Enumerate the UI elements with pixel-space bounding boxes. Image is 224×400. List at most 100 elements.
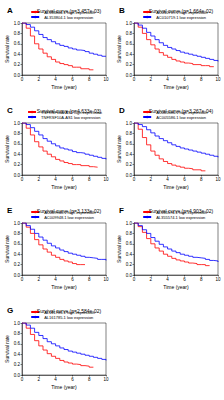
svg-text:Survival curve (p=3.267e-04): Survival curve (p=3.267e-04): [149, 108, 214, 114]
svg-text:6: 6: [71, 377, 74, 382]
svg-text:0.0: 0.0: [126, 73, 133, 78]
svg-text:0.4: 0.4: [14, 152, 21, 157]
svg-text:0.0: 0.0: [14, 273, 21, 278]
svg-text:AL161785.1 low expression: AL161785.1 low expression: [44, 315, 93, 320]
svg-text:0.4: 0.4: [126, 152, 133, 157]
svg-text:Survival rate: Survival rate: [4, 35, 10, 63]
svg-text:10: 10: [103, 377, 109, 382]
svg-text:8: 8: [88, 177, 91, 182]
svg-text:0.6: 0.6: [14, 241, 21, 246]
svg-text:Survival rate: Survival rate: [116, 135, 122, 163]
svg-text:A: A: [7, 6, 13, 15]
svg-text:8: 8: [88, 377, 91, 382]
svg-text:6: 6: [183, 177, 186, 182]
svg-text:8: 8: [200, 277, 203, 282]
svg-text:0.6: 0.6: [126, 141, 133, 146]
svg-text:0.4: 0.4: [126, 252, 133, 257]
svg-text:0.8: 0.8: [14, 231, 21, 236]
svg-text:AL353804.1 low expression: AL353804.1 low expression: [44, 15, 93, 20]
svg-text:Time (year): Time (year): [163, 84, 189, 90]
svg-text:1.0: 1.0: [14, 221, 21, 226]
svg-text:0.4: 0.4: [14, 352, 21, 357]
svg-text:10: 10: [103, 177, 109, 182]
svg-text:TNFRSF10A-AS1 low expression: TNFRSF10A-AS1 low expression: [41, 115, 100, 120]
svg-text:Survival rate: Survival rate: [116, 235, 122, 263]
svg-text:0.8: 0.8: [126, 131, 133, 136]
svg-text:Survival rate: Survival rate: [116, 35, 122, 63]
svg-text:Time (year): Time (year): [51, 184, 77, 190]
svg-text:D: D: [119, 106, 125, 115]
svg-text:1.0: 1.0: [126, 121, 133, 126]
svg-text:0.6: 0.6: [14, 41, 21, 46]
svg-text:AC010719.1 low expression: AC010719.1 low expression: [156, 15, 206, 20]
svg-text:AC009948.1 low expression: AC009948.1 low expression: [44, 215, 94, 220]
svg-text:0.8: 0.8: [14, 331, 21, 336]
svg-text:10: 10: [103, 77, 109, 82]
svg-text:G: G: [7, 306, 13, 315]
svg-text:2: 2: [38, 77, 41, 82]
svg-text:6: 6: [71, 177, 74, 182]
svg-text:1.0: 1.0: [14, 321, 21, 326]
svg-text:Survival rate: Survival rate: [4, 335, 10, 363]
svg-text:0: 0: [21, 77, 24, 82]
svg-text:C: C: [7, 106, 13, 115]
svg-text:6: 6: [183, 277, 186, 282]
svg-text:0.0: 0.0: [126, 273, 133, 278]
svg-text:6: 6: [183, 77, 186, 82]
svg-text:0: 0: [133, 77, 136, 82]
svg-text:4: 4: [166, 277, 169, 282]
svg-text:0.6: 0.6: [14, 341, 21, 346]
svg-text:0.8: 0.8: [126, 231, 133, 236]
svg-text:10: 10: [103, 277, 109, 282]
svg-text:Survival rate: Survival rate: [4, 235, 10, 263]
svg-text:10: 10: [215, 77, 221, 82]
svg-text:4: 4: [54, 377, 57, 382]
svg-text:AL355574.1 low expression: AL355574.1 low expression: [156, 215, 205, 220]
svg-text:2: 2: [38, 377, 41, 382]
svg-text:0.2: 0.2: [14, 62, 21, 67]
svg-text:10: 10: [215, 277, 221, 282]
svg-text:0.8: 0.8: [126, 31, 133, 36]
svg-text:0: 0: [21, 377, 24, 382]
svg-text:0.2: 0.2: [126, 262, 133, 267]
svg-text:4: 4: [166, 177, 169, 182]
svg-text:6: 6: [71, 77, 74, 82]
svg-text:2: 2: [150, 177, 153, 182]
svg-text:2: 2: [38, 277, 41, 282]
svg-text:Survival curve (p=4.903e-02): Survival curve (p=4.903e-02): [149, 208, 214, 214]
svg-text:8: 8: [200, 77, 203, 82]
svg-text:1.0: 1.0: [126, 21, 133, 26]
svg-text:0.2: 0.2: [14, 362, 21, 367]
svg-text:0.6: 0.6: [14, 141, 21, 146]
svg-text:Survival rate: Survival rate: [4, 135, 10, 163]
svg-text:0.4: 0.4: [14, 52, 21, 57]
svg-text:0.2: 0.2: [14, 262, 21, 267]
svg-text:Time (year): Time (year): [51, 384, 77, 390]
svg-text:Survival curve (p=4.633e-03): Survival curve (p=4.633e-03): [37, 108, 102, 114]
svg-text:10: 10: [215, 177, 221, 182]
svg-text:Survival curve (p=2.584e-02): Survival curve (p=2.584e-02): [37, 308, 102, 314]
svg-text:0: 0: [133, 177, 136, 182]
svg-text:0.0: 0.0: [14, 73, 21, 78]
svg-text:0.8: 0.8: [14, 31, 21, 36]
svg-text:4: 4: [166, 77, 169, 82]
svg-text:4: 4: [54, 277, 57, 282]
svg-text:8: 8: [88, 277, 91, 282]
svg-text:2: 2: [38, 177, 41, 182]
svg-text:0.2: 0.2: [126, 62, 133, 67]
svg-text:Time (year): Time (year): [51, 84, 77, 90]
svg-text:Time (year): Time (year): [163, 284, 189, 290]
svg-text:0.0: 0.0: [14, 373, 21, 378]
svg-text:4: 4: [54, 77, 57, 82]
svg-text:0.6: 0.6: [126, 241, 133, 246]
svg-text:0: 0: [21, 277, 24, 282]
svg-text:0.0: 0.0: [14, 173, 21, 178]
svg-text:Time (year): Time (year): [51, 284, 77, 290]
svg-text:AC005586.1 low expression: AC005586.1 low expression: [156, 115, 206, 120]
svg-text:0: 0: [133, 277, 136, 282]
svg-text:B: B: [119, 6, 125, 15]
svg-text:0.4: 0.4: [14, 252, 21, 257]
svg-text:1.0: 1.0: [14, 21, 21, 26]
svg-text:8: 8: [88, 77, 91, 82]
svg-text:0.2: 0.2: [14, 162, 21, 167]
